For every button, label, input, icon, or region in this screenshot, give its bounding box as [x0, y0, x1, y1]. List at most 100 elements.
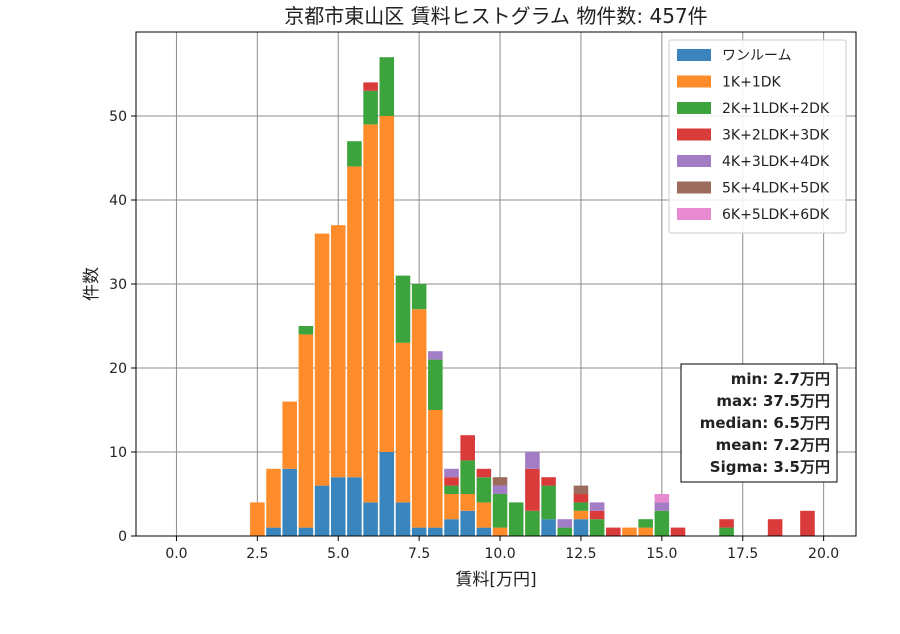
bar-segment — [476, 527, 492, 536]
y-tick-label: 40 — [109, 193, 127, 209]
bar-segment — [492, 527, 508, 536]
bar-segment — [363, 82, 378, 91]
stats-line: max: 37.5万円 — [716, 392, 830, 410]
bar-segment — [379, 57, 395, 116]
bar-segment — [266, 527, 281, 536]
bar-segment — [492, 485, 508, 494]
bar-segment — [411, 284, 427, 310]
bar-segment — [379, 116, 395, 452]
bar-segment — [298, 527, 314, 536]
stats-line: median: 6.5万円 — [700, 414, 830, 432]
x-tick-label: 17.5 — [727, 546, 758, 562]
y-tick-label: 10 — [109, 445, 127, 461]
chart-title: 京都市東山区 賃料ヒストグラム 物件数: 457件 — [284, 4, 707, 28]
bar-segment — [654, 510, 670, 536]
bar-segment — [573, 510, 589, 520]
legend-swatch — [677, 128, 711, 141]
bar-segment — [589, 510, 605, 520]
x-tick-label: 0.0 — [165, 546, 187, 562]
y-axis-label: 件数 — [82, 267, 102, 301]
bar-segment — [541, 485, 556, 520]
legend-swatch — [677, 155, 711, 167]
bar-segment — [411, 527, 427, 536]
legend-label: 2K+1LDK+2DK — [722, 101, 830, 117]
legend-label: ワンルーム — [722, 48, 792, 64]
bar-segment — [719, 527, 734, 536]
bar-segment — [638, 519, 653, 528]
legend: ワンルーム 1K+1DK 2K+1LDK+2DK 3K+2LDK+3DK 4K+3LDK… — [668, 39, 847, 234]
x-tick-label: 20.0 — [808, 546, 839, 562]
bar-segment — [719, 519, 734, 528]
stats-line: mean: 7.2万円 — [716, 436, 830, 454]
bars-layer — [250, 57, 815, 536]
bar-segment — [654, 502, 670, 511]
bar-segment — [525, 468, 540, 511]
bar-segment — [395, 342, 411, 503]
bar-segment — [314, 233, 330, 486]
bar-segment — [428, 527, 443, 536]
bar-segment — [460, 494, 475, 511]
bar-segment — [573, 519, 589, 536]
legend-swatch — [677, 75, 711, 88]
legend-label: 3K+2LDK+3DK — [722, 128, 830, 144]
legend-label: 5K+4LDK+5DK — [722, 181, 830, 197]
bar-segment — [670, 527, 686, 536]
legend-swatch — [677, 208, 711, 220]
bar-segment — [573, 502, 589, 511]
bar-segment — [525, 510, 540, 536]
bar-segment — [654, 494, 670, 503]
y-tick-label: 30 — [109, 277, 127, 293]
legend-swatch — [677, 181, 711, 194]
bar-segment — [330, 477, 346, 536]
stats-frame — [680, 363, 838, 483]
bar-segment — [314, 485, 330, 536]
bar-segment — [541, 519, 556, 536]
bar-segment — [589, 502, 605, 511]
bar-segment — [541, 477, 556, 486]
x-axis-label: 賃料[万円] — [455, 570, 536, 590]
bar-segment — [266, 468, 281, 528]
bar-segment — [298, 334, 314, 528]
bar-segment — [363, 502, 378, 536]
bar-segment — [573, 485, 589, 494]
ticks-layer: 0.0 2.5 5.0 7.5 10.0 12.5 15.0 17.5 20.0 0 10 20 30 4… — [109, 109, 839, 562]
legend-swatch — [677, 102, 711, 114]
y-tick-label: 20 — [109, 361, 127, 377]
bar-segment — [363, 90, 378, 125]
bar-segment — [395, 502, 411, 536]
bar-segment — [347, 477, 362, 536]
bar-segment — [428, 351, 443, 360]
bar-segment — [557, 527, 573, 536]
bar-segment — [476, 468, 492, 478]
bar-segment — [330, 225, 346, 478]
bar-segment — [347, 141, 362, 167]
y-tick-label: 50 — [109, 109, 127, 125]
bar-segment — [444, 519, 459, 536]
bar-segment — [460, 460, 475, 494]
bar-segment — [460, 435, 475, 461]
stats-line: Sigma: 3.5万円 — [710, 458, 830, 476]
bar-segment — [428, 410, 443, 528]
bar-segment — [589, 519, 605, 536]
bar-segment — [444, 494, 459, 520]
bar-segment — [395, 275, 411, 343]
bar-segment — [444, 468, 459, 478]
bar-segment — [492, 477, 508, 486]
legend-swatch — [677, 49, 711, 61]
bar-segment — [347, 166, 362, 478]
x-tick-label: 15.0 — [646, 546, 677, 562]
legend-label: 4K+3LDK+4DK — [722, 154, 830, 170]
bar-segment — [363, 124, 378, 503]
bar-segment — [444, 485, 459, 494]
bar-segment — [573, 494, 589, 503]
y-tick-label: 0 — [118, 529, 127, 545]
bar-segment — [638, 527, 653, 536]
bar-segment — [606, 527, 621, 536]
bar-segment — [525, 452, 540, 469]
x-tick-label: 2.5 — [246, 546, 268, 562]
x-tick-label: 10.0 — [484, 546, 515, 562]
bar-segment — [282, 401, 297, 469]
bar-segment — [800, 510, 815, 536]
